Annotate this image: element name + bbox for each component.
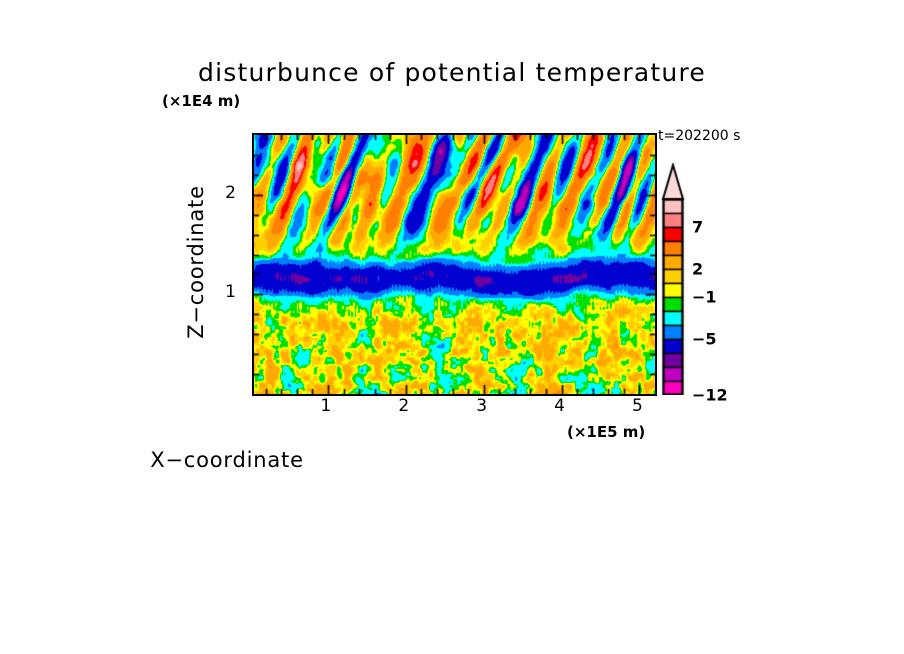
colorbar-tick-label: −5: [692, 329, 717, 349]
colorbar-tick-labels: 7 2 −1 −5 −12: [692, 163, 782, 405]
x-axis-unit-label: (×1E5 m): [567, 423, 646, 441]
y-axis-unit-label: (×1E4 m): [162, 92, 241, 110]
y-axis-title: Z−coordinate: [184, 185, 208, 339]
x-tick-label: 5: [632, 396, 643, 416]
x-tick-label: 3: [476, 396, 488, 416]
page-title: disturbunce of potential temperature: [198, 58, 706, 87]
contour-plot-area: [252, 133, 657, 396]
colorbar-tick-label: −1: [692, 287, 717, 307]
y-tick-label: 1: [225, 282, 236, 303]
x-tick-label: 2: [398, 396, 410, 416]
colorbar: [658, 163, 688, 395]
colorbar-tick-label: −12: [692, 385, 728, 405]
x-axis-title-text: X−coordinate: [150, 448, 304, 472]
y-tick-label: 2: [225, 182, 236, 203]
contour-field-canvas: [254, 135, 655, 394]
timestamp-label: t=202200 s: [658, 128, 741, 144]
x-tick-label: 1: [320, 396, 332, 416]
x-axis-title: X−coordinate: [0, 448, 904, 472]
x-tick-label: 4: [554, 396, 565, 416]
colorbar-tick-label: 7: [692, 217, 704, 237]
colorbar-tick-label: 2: [692, 259, 704, 279]
